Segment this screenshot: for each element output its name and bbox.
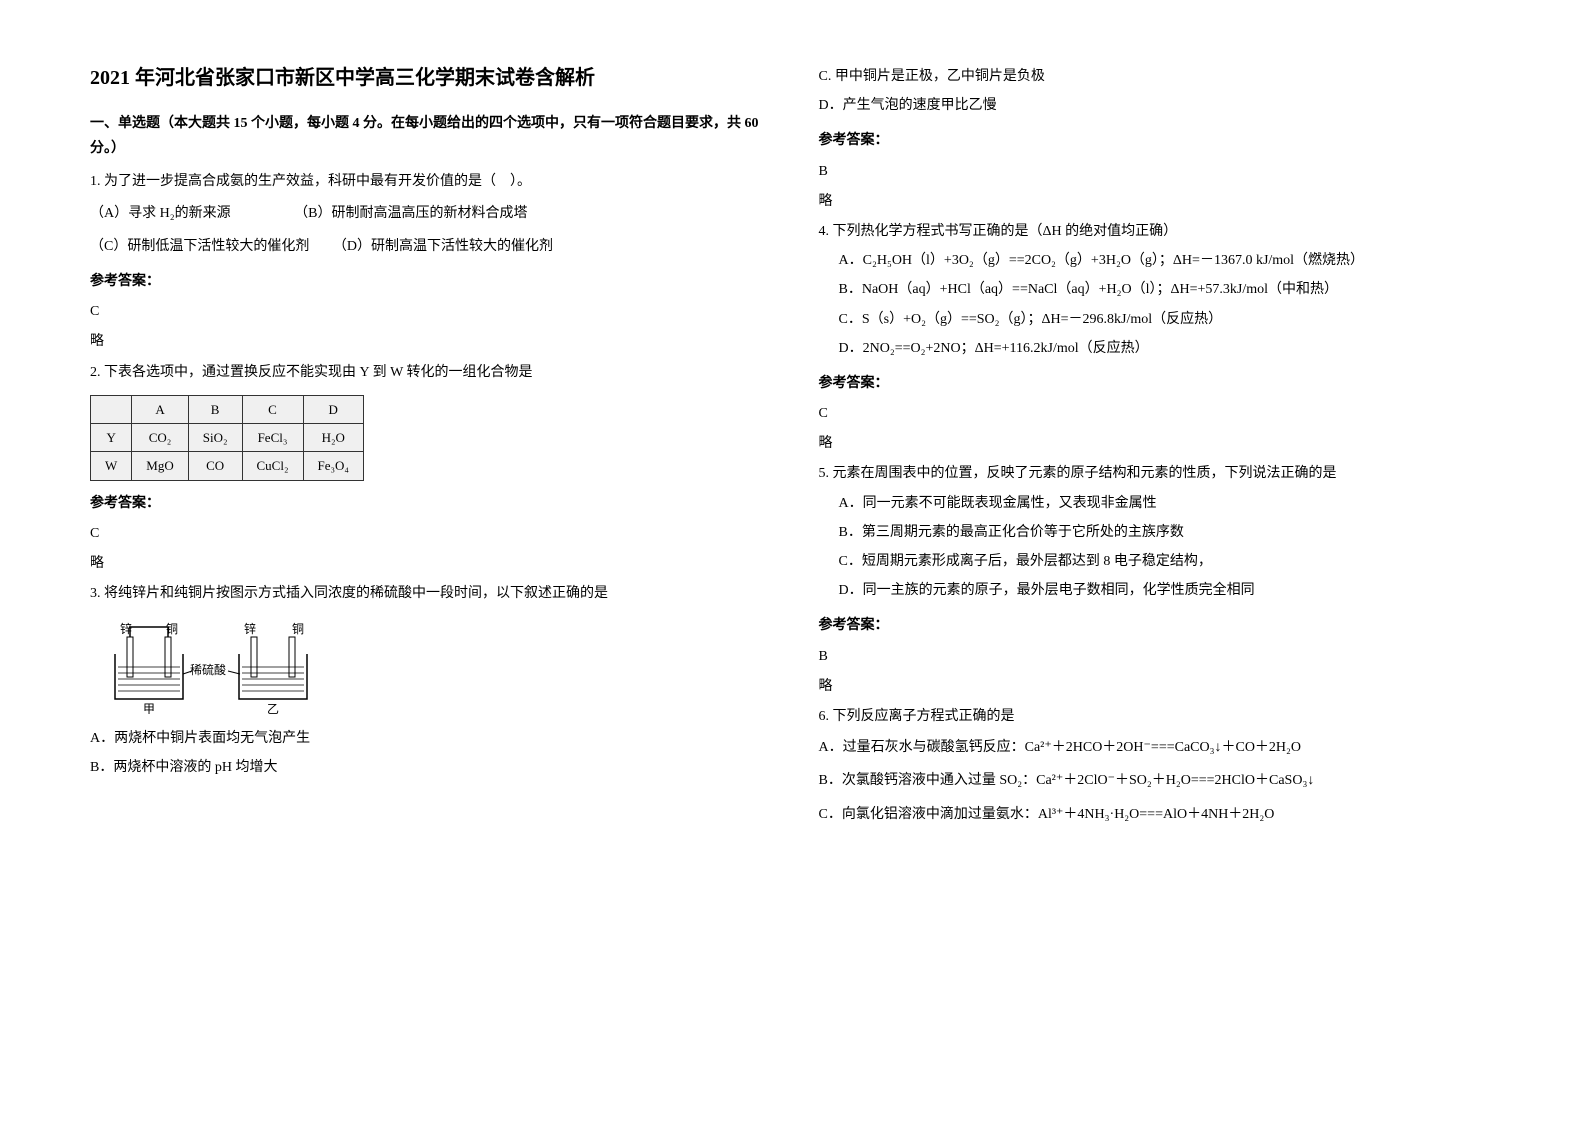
question-2: 2. 下表各选项中，通过置换反应不能实现由 Y 到 W 转化的一组化合物是 A … <box>90 360 769 481</box>
label-cu-2: 铜 <box>292 621 304 636</box>
q6-optB: B．次氯酸钙溶液中通入过量 SO₂：Ca²⁺＋2ClO⁻＋SO₂＋H₂O===2… <box>819 768 1498 793</box>
q4-optD: D．2NO₂==O₂+2NO；ΔH=+116.2kJ/mol（反应热） <box>839 336 1498 361</box>
q1-optB: （B）研制耐高温高压的新材料合成塔 <box>294 206 527 221</box>
q1-lue: 略 <box>90 329 769 354</box>
rowY-A: CO₂ <box>132 424 188 452</box>
label-jia: 甲 <box>143 702 155 714</box>
question-5: 5. 元素在周围表中的位置，反映了元素的原子结构和元素的性质，下列说法正确的是 … <box>819 461 1498 603</box>
answer-label-1: 参考答案： <box>90 269 769 294</box>
rowY-label: Y <box>91 424 132 452</box>
rowW-A: MgO <box>132 452 188 480</box>
section-header: 一、单选题（本大题共 15 个小题，每小题 4 分。在每小题给出的四个选项中，只… <box>90 111 769 161</box>
q4-optC: C．S（s）+O₂（g）==SO₂（g）；ΔH=－296.8kJ/mol（反应热… <box>839 307 1498 332</box>
q3-stem: 3. 将纯锌片和纯铜片按图示方式插入同浓度的稀硫酸中一段时间，以下叙述正确的是 <box>90 581 769 606</box>
question-1: 1. 为了进一步提高合成氨的生产效益，科研中最有开发价值的是（ ）。 （A）寻求… <box>90 169 769 259</box>
q3-optB: B．两烧杯中溶液的 pH 均增大 <box>90 755 769 780</box>
label-zn-2: 锌 <box>244 622 256 636</box>
question-4: 4. 下列热化学方程式书写正确的是（ΔH 的绝对值均正确） A．C₂H₅OH（l… <box>819 219 1498 361</box>
q5-answer: B <box>819 644 1498 669</box>
q1-optA: （A）寻求 H₂的新来源 <box>90 201 231 226</box>
q3-answer: B <box>819 159 1498 184</box>
answer-label-3: 参考答案： <box>819 128 1498 153</box>
q5-stem: 5. 元素在周围表中的位置，反映了元素的原子结构和元素的性质，下列说法正确的是 <box>819 461 1498 486</box>
q3-lue: 略 <box>819 189 1498 214</box>
left-column: 2021 年河北省张家口市新区中学高三化学期末试卷含解析 一、单选题（本大题共 … <box>90 60 769 1062</box>
th-D: D <box>303 395 363 423</box>
q3-diagram: 锌 铜 甲 稀硫酸 锌 <box>110 619 769 714</box>
th-blank <box>91 395 132 423</box>
q1-answer: C <box>90 299 769 324</box>
th-B: B <box>188 395 242 423</box>
q3-optC: C. 甲中铜片是正极，乙中铜片是负极 <box>819 64 1498 89</box>
rowW-label: W <box>91 452 132 480</box>
q2-table: A B C D Y CO₂ SiO₂ FeCl₃ H₂O W MgO CO Cu… <box>90 395 364 481</box>
q5-lue: 略 <box>819 674 1498 699</box>
q1-optC: （C）研制低温下活性较大的催化剂 <box>90 234 309 259</box>
th-C: C <box>242 395 303 423</box>
beaker-diagram: 锌 铜 甲 稀硫酸 锌 <box>110 619 320 714</box>
label-yi: 乙 <box>267 702 279 714</box>
rowW-D: Fe₃O₄ <box>303 452 363 480</box>
rowW-B: CO <box>188 452 242 480</box>
q6-stem: 6. 下列反应离子方程式正确的是 <box>819 704 1498 729</box>
right-column: C. 甲中铜片是正极，乙中铜片是负极 D．产生气泡的速度甲比乙慢 参考答案： B… <box>819 60 1498 1062</box>
q4-lue: 略 <box>819 431 1498 456</box>
rowW-C: CuCl₂ <box>242 452 303 480</box>
q3-optD: D．产生气泡的速度甲比乙慢 <box>819 93 1498 118</box>
q2-answer: C <box>90 521 769 546</box>
q3-optA: A．两烧杯中铜片表面均无气泡产生 <box>90 726 769 751</box>
q1-stem: 1. 为了进一步提高合成氨的生产效益，科研中最有开发价值的是（ ）。 <box>90 169 769 194</box>
q4-optA: A．C₂H₅OH（l）+3O₂（g）==2CO₂（g）+3H₂O（g）；ΔH=－… <box>839 248 1498 273</box>
answer-label-2: 参考答案： <box>90 491 769 516</box>
answer-label-5: 参考答案： <box>819 613 1498 638</box>
q4-stem: 4. 下列热化学方程式书写正确的是（ΔH 的绝对值均正确） <box>819 219 1498 244</box>
label-acid: 稀硫酸 <box>190 662 226 677</box>
q2-stem: 2. 下表各选项中，通过置换反应不能实现由 Y 到 W 转化的一组化合物是 <box>90 360 769 385</box>
rowY-D: H₂O <box>303 424 363 452</box>
q6-optC: C．向氯化铝溶液中滴加过量氨水：Al³⁺＋4NH₃·H₂O===AlO＋4NH＋… <box>819 802 1498 827</box>
q5-optC: C．短周期元素形成离子后，最外层都达到 8 电子稳定结构， <box>839 549 1498 574</box>
q5-optD: D．同一主族的元素的原子，最外层电子数相同，化学性质完全相同 <box>839 578 1498 603</box>
question-3: 3. 将纯锌片和纯铜片按图示方式插入同浓度的稀硫酸中一段时间，以下叙述正确的是 … <box>90 581 769 780</box>
q4-optB: B．NaOH（aq）+HCl（aq）==NaCl（aq）+H₂O（l）；ΔH=+… <box>839 277 1498 302</box>
q6-optA: A．过量石灰水与碳酸氢钙反应：Ca²⁺＋2HCO＋2OH⁻===CaCO₃↓＋C… <box>819 735 1498 760</box>
q4-answer: C <box>819 401 1498 426</box>
q1-optD: （D）研制高温下活性较大的催化剂 <box>333 239 553 254</box>
answer-label-4: 参考答案： <box>819 371 1498 396</box>
rowY-C: FeCl₃ <box>242 424 303 452</box>
q2-lue: 略 <box>90 551 769 576</box>
rowY-B: SiO₂ <box>188 424 242 452</box>
page-title: 2021 年河北省张家口市新区中学高三化学期末试卷含解析 <box>90 60 769 96</box>
q5-optA: A．同一元素不可能既表现金属性，又表现非金属性 <box>839 491 1498 516</box>
question-6: 6. 下列反应离子方程式正确的是 A．过量石灰水与碳酸氢钙反应：Ca²⁺＋2HC… <box>819 704 1498 827</box>
q5-optB: B．第三周期元素的最高正化合价等于它所处的主族序数 <box>839 520 1498 545</box>
th-A: A <box>132 395 188 423</box>
